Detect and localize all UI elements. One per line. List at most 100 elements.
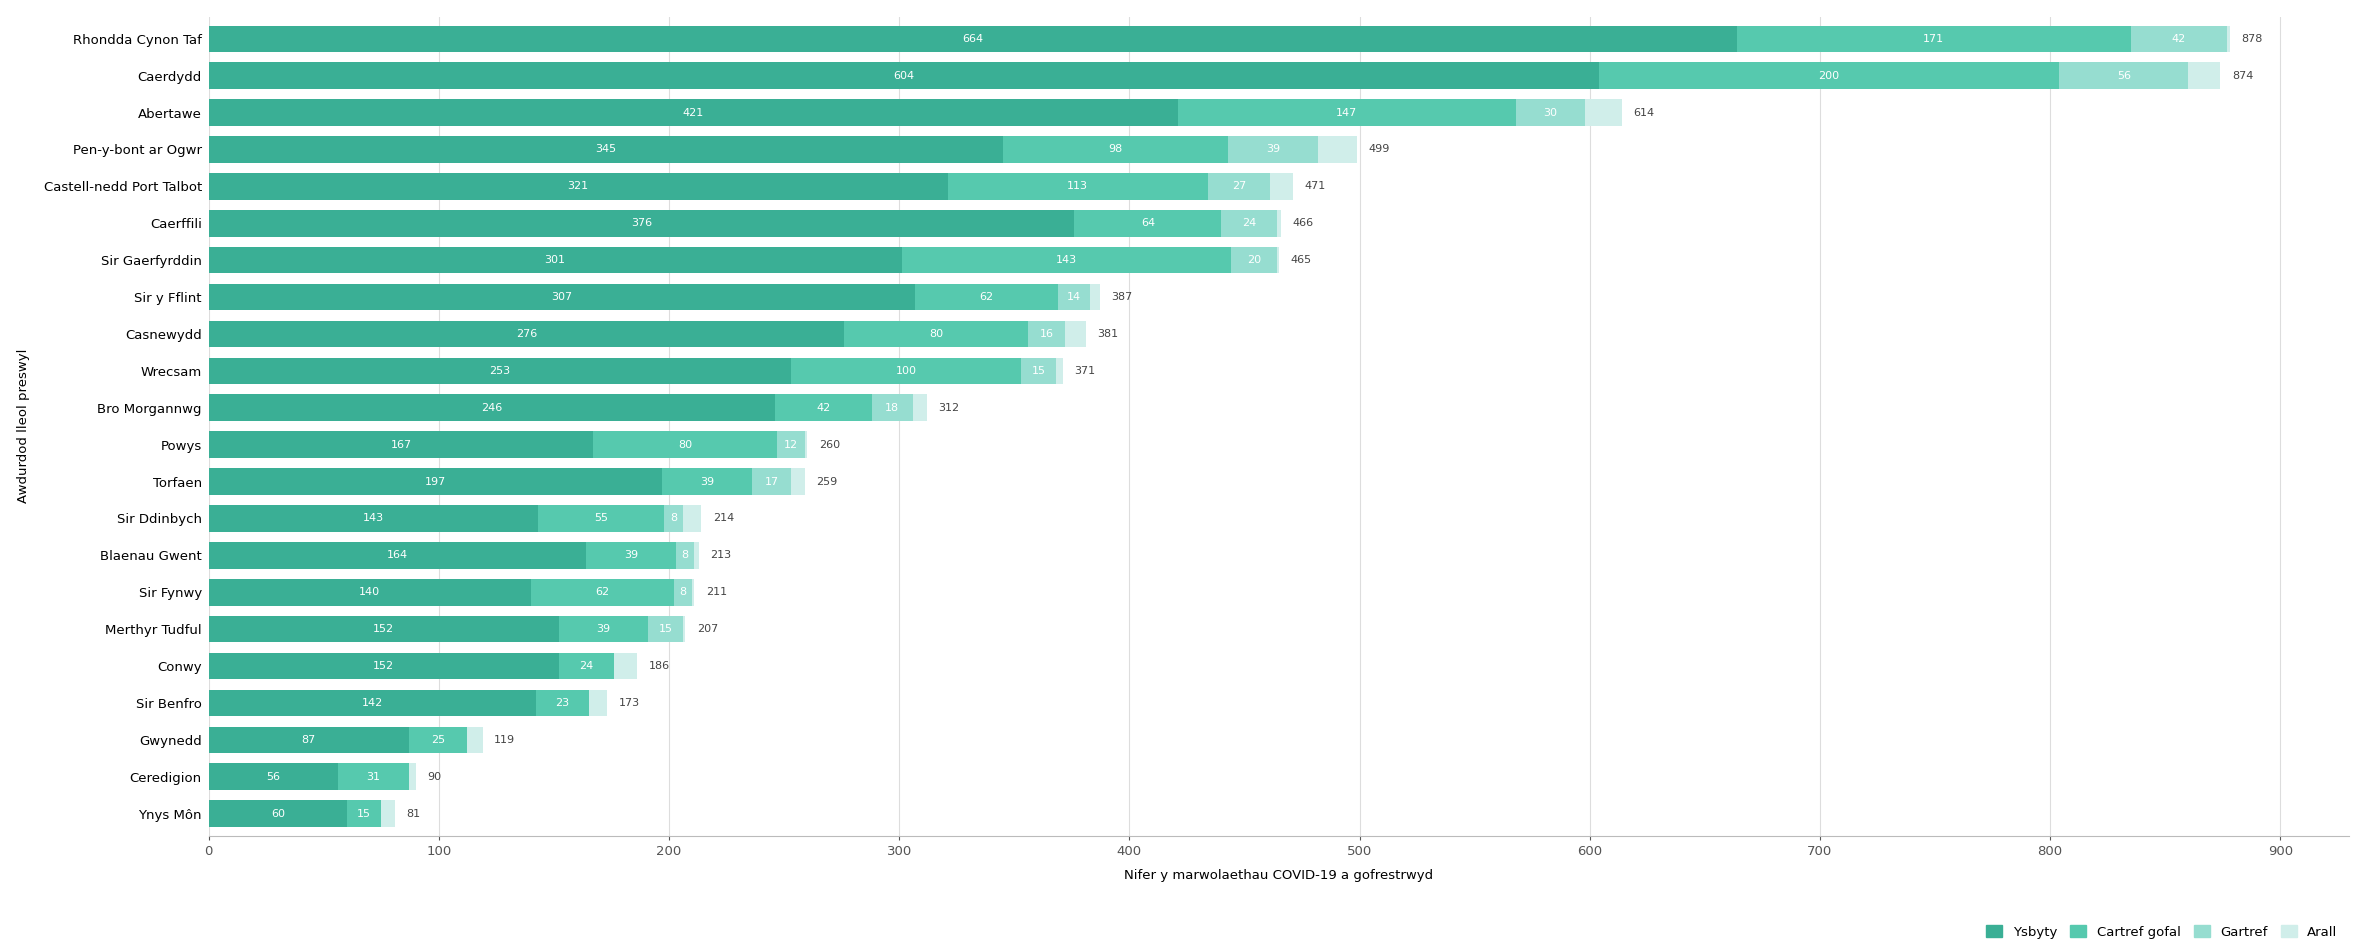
Text: 207: 207 bbox=[696, 624, 717, 634]
Text: 8: 8 bbox=[681, 551, 689, 560]
Bar bbox=[1599, 63, 2058, 89]
Text: 87: 87 bbox=[303, 735, 317, 745]
Text: 64: 64 bbox=[1140, 218, 1155, 228]
Bar bbox=[1074, 210, 1221, 237]
Bar bbox=[613, 653, 636, 680]
Bar bbox=[208, 283, 916, 310]
Bar bbox=[409, 726, 466, 753]
Bar bbox=[1230, 246, 1278, 273]
Text: 62: 62 bbox=[596, 587, 610, 597]
Text: 164: 164 bbox=[388, 551, 407, 560]
Text: 56: 56 bbox=[2118, 71, 2132, 81]
Bar bbox=[2132, 26, 2226, 52]
Bar bbox=[594, 431, 778, 458]
Text: 465: 465 bbox=[1289, 255, 1311, 265]
Bar bbox=[1271, 173, 1292, 200]
Bar bbox=[208, 505, 537, 532]
Bar bbox=[1003, 137, 1228, 163]
Text: 42: 42 bbox=[2172, 34, 2186, 44]
Bar bbox=[845, 320, 1029, 347]
Text: 186: 186 bbox=[648, 661, 670, 671]
Text: 276: 276 bbox=[516, 329, 537, 339]
Bar bbox=[776, 394, 871, 421]
Bar bbox=[913, 394, 927, 421]
Bar bbox=[589, 689, 608, 716]
Text: 421: 421 bbox=[684, 107, 703, 118]
Text: 15: 15 bbox=[658, 624, 672, 634]
Bar bbox=[208, 173, 949, 200]
Text: 387: 387 bbox=[1112, 292, 1133, 302]
Bar bbox=[208, 616, 558, 643]
Bar bbox=[409, 763, 416, 790]
Bar bbox=[1228, 137, 1318, 163]
Bar bbox=[208, 63, 1599, 89]
Bar bbox=[537, 505, 665, 532]
Bar bbox=[665, 505, 684, 532]
Bar bbox=[1022, 357, 1055, 384]
Bar bbox=[693, 542, 698, 569]
Text: 142: 142 bbox=[362, 698, 383, 708]
Text: 18: 18 bbox=[885, 403, 899, 412]
Text: 15: 15 bbox=[357, 809, 371, 819]
Text: 140: 140 bbox=[360, 587, 381, 597]
Bar bbox=[901, 246, 1230, 273]
Bar bbox=[208, 246, 901, 273]
Text: 81: 81 bbox=[407, 809, 421, 819]
Bar bbox=[1585, 100, 1623, 126]
Bar bbox=[1517, 100, 1585, 126]
Bar bbox=[1029, 320, 1065, 347]
Bar bbox=[662, 468, 752, 495]
Text: 211: 211 bbox=[705, 587, 726, 597]
Text: 246: 246 bbox=[480, 403, 502, 412]
Bar bbox=[208, 210, 1074, 237]
Text: 39: 39 bbox=[625, 551, 639, 560]
Text: 39: 39 bbox=[596, 624, 610, 634]
Text: 307: 307 bbox=[551, 292, 573, 302]
Text: 260: 260 bbox=[819, 440, 840, 449]
Bar bbox=[530, 579, 674, 606]
Text: 171: 171 bbox=[1924, 34, 1945, 44]
Bar bbox=[466, 726, 483, 753]
Text: 80: 80 bbox=[930, 329, 944, 339]
Text: 16: 16 bbox=[1039, 329, 1053, 339]
Bar bbox=[1318, 137, 1358, 163]
Text: 604: 604 bbox=[894, 71, 913, 81]
Bar bbox=[208, 689, 535, 716]
Text: 143: 143 bbox=[1055, 255, 1077, 265]
Text: 27: 27 bbox=[1233, 181, 1247, 191]
Bar bbox=[949, 173, 1207, 200]
Text: 371: 371 bbox=[1074, 366, 1095, 375]
Text: 664: 664 bbox=[963, 34, 984, 44]
Bar bbox=[674, 579, 693, 606]
Bar bbox=[535, 689, 589, 716]
Text: 499: 499 bbox=[1370, 144, 1391, 155]
Text: 56: 56 bbox=[267, 772, 279, 782]
Bar bbox=[1055, 357, 1062, 384]
Text: 100: 100 bbox=[897, 366, 916, 375]
Bar bbox=[2058, 63, 2189, 89]
Bar bbox=[871, 394, 913, 421]
Bar bbox=[677, 542, 693, 569]
Text: 381: 381 bbox=[1098, 329, 1119, 339]
Text: 312: 312 bbox=[939, 403, 961, 412]
Bar bbox=[208, 394, 776, 421]
Text: 197: 197 bbox=[426, 477, 447, 486]
Bar bbox=[208, 579, 530, 606]
Text: 878: 878 bbox=[2241, 34, 2262, 44]
Text: 471: 471 bbox=[1304, 181, 1325, 191]
X-axis label: Nifer y marwolaethau COVID-19 a gofrestrwyd: Nifer y marwolaethau COVID-19 a gofrestr… bbox=[1124, 869, 1434, 882]
Y-axis label: Awdurdod lleol preswyl: Awdurdod lleol preswyl bbox=[17, 349, 31, 503]
Bar bbox=[558, 616, 648, 643]
Text: 152: 152 bbox=[374, 661, 395, 671]
Bar bbox=[752, 468, 790, 495]
Bar bbox=[1221, 210, 1278, 237]
Text: 119: 119 bbox=[494, 735, 516, 745]
Bar bbox=[1058, 283, 1091, 310]
Text: 25: 25 bbox=[431, 735, 445, 745]
Text: 20: 20 bbox=[1247, 255, 1261, 265]
Text: 214: 214 bbox=[712, 514, 733, 523]
Text: 301: 301 bbox=[544, 255, 565, 265]
Text: 376: 376 bbox=[632, 218, 653, 228]
Bar bbox=[208, 726, 409, 753]
Text: 39: 39 bbox=[700, 477, 715, 486]
